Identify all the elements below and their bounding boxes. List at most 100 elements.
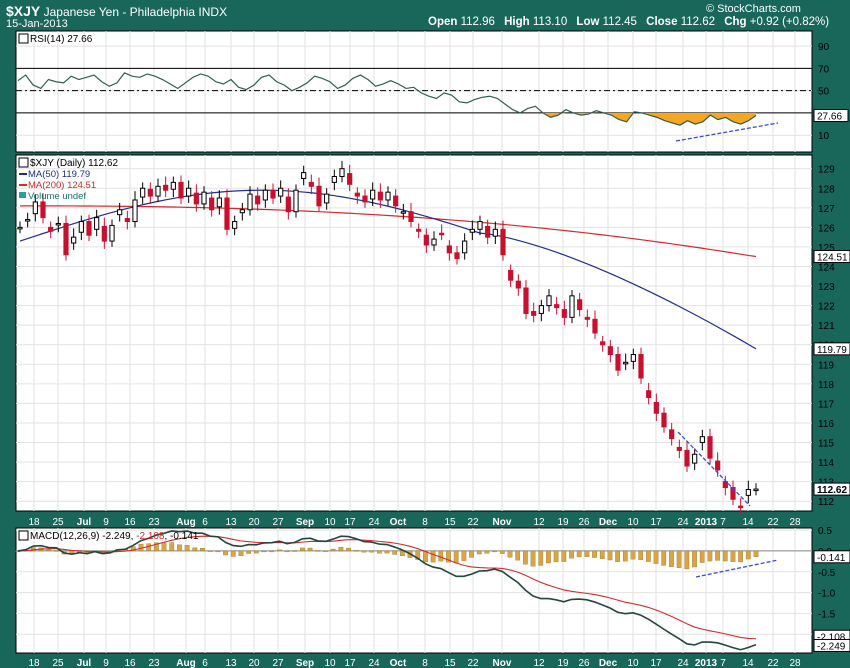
macd-line — [17, 530, 757, 651]
ma200-tag: 124.51 — [817, 253, 848, 264]
macd-hist-bar — [615, 550, 620, 562]
candle-body — [17, 226, 23, 230]
x-tick-label-bottom: 24 — [677, 658, 689, 668]
macd-hist-bar — [430, 550, 436, 563]
macd-hist-bar — [353, 550, 359, 552]
macd-hist-bar — [569, 550, 574, 559]
candle-body — [653, 401, 659, 414]
volume-legend-swatch — [19, 192, 26, 198]
candle-body — [416, 228, 422, 232]
macd-hist-bar — [461, 550, 467, 561]
candle — [661, 407, 667, 433]
x-tick-label-bottom: 12 — [533, 658, 545, 668]
stockcharts-watermark[interactable]: © StockCharts.com — [706, 3, 801, 15]
candle — [209, 191, 215, 217]
x-tick-label: 27 — [272, 517, 284, 528]
candle — [216, 190, 222, 215]
instrument-name: Japanese Yen - Philadelphia — [43, 5, 196, 19]
rsi-label: RSI(14) 27.66 — [30, 34, 93, 45]
candle-body — [147, 188, 153, 197]
x-tick-label-bottom: 22 — [467, 658, 479, 668]
candle-body — [216, 197, 222, 208]
candle — [730, 480, 736, 506]
x-tick-label: Dec — [599, 517, 618, 528]
candle — [262, 184, 268, 208]
candle-body — [592, 318, 598, 334]
x-tick-label-bottom: Jul — [77, 658, 92, 668]
candle — [500, 220, 506, 261]
x-tick-label: 24 — [677, 517, 689, 528]
macd-hist-bar — [361, 550, 367, 553]
macd-hist-bar — [738, 550, 743, 563]
candle-body — [209, 197, 215, 211]
candle-body — [577, 299, 583, 311]
macd-hist-bar — [638, 550, 644, 560]
macd-hist-bar — [699, 550, 705, 563]
candle-body — [623, 361, 629, 365]
x-tick-label-bottom: 20 — [248, 658, 260, 668]
candle — [63, 215, 69, 261]
x-tick-label-bottom: Dec — [599, 658, 618, 668]
symbol-title: $XJY Japanese Yen - Philadelphia INDX — [6, 3, 227, 19]
macd-hist-bar — [446, 550, 451, 563]
candle — [339, 160, 345, 183]
macd-hist-bar — [169, 542, 175, 552]
macd-hist-bar — [230, 550, 236, 557]
candle — [722, 475, 728, 496]
macd-hist-bar — [315, 550, 321, 552]
price-tick-label: 126 — [818, 223, 835, 234]
macd-tick-label: 0.5 — [818, 526, 832, 537]
x-tick-label: 22 — [467, 517, 479, 528]
candle — [738, 498, 744, 514]
candle-body — [224, 197, 230, 230]
candle — [423, 228, 429, 253]
price-legend-title: $XJY (Daily) 112.62 — [30, 158, 118, 169]
macd-tick-label: -1.5 — [818, 609, 836, 620]
x-tick-label: 24 — [368, 517, 380, 528]
macd-hist-bar — [592, 550, 597, 558]
candle — [408, 202, 414, 228]
x-tick-label-bottom: 28 — [789, 658, 801, 668]
candle — [684, 441, 690, 472]
x-tick-label: 18 — [28, 517, 40, 528]
candle — [515, 274, 521, 296]
candle-body — [500, 228, 506, 256]
x-tick-label-bottom: 2013 — [695, 658, 718, 668]
macd-hist-bar — [661, 550, 667, 566]
candle — [569, 289, 575, 324]
x-tick-label: 16 — [124, 517, 136, 528]
candle — [147, 182, 153, 204]
x-tick-label-bottom: 19 — [557, 658, 569, 668]
macd-value-tag: -2.249 — [817, 641, 846, 652]
rsi-collapse-box — [18, 33, 29, 44]
candle — [615, 346, 621, 377]
candle — [301, 165, 307, 186]
macd-hist-bar — [553, 550, 559, 563]
candle-body — [262, 189, 268, 201]
candle-body — [370, 189, 376, 200]
candle — [462, 233, 468, 260]
macd-hist-bar — [630, 550, 636, 560]
macd-hist-bar — [453, 550, 459, 564]
macd-hist-bar — [154, 542, 159, 552]
candle-body — [308, 181, 314, 187]
rsi-tick-label: 50 — [818, 87, 830, 98]
candle — [140, 182, 146, 204]
candle — [193, 184, 199, 212]
candle — [362, 189, 368, 208]
close-value: 112.62 — [680, 16, 716, 28]
x-tick-label-bottom: 14 — [742, 658, 754, 668]
candle-body — [186, 187, 192, 197]
macd-trendline — [695, 559, 779, 578]
candle-body — [630, 354, 636, 362]
macd-hist-bar — [223, 550, 228, 556]
high-value: 113.10 — [532, 16, 568, 28]
rsi-last-value: 27.66 — [817, 112, 842, 123]
candle — [692, 448, 698, 470]
candle — [469, 220, 475, 241]
candle — [630, 348, 636, 370]
candle — [163, 176, 169, 198]
macd-hist-bar — [130, 546, 136, 552]
macd-hist-bar — [261, 550, 267, 553]
